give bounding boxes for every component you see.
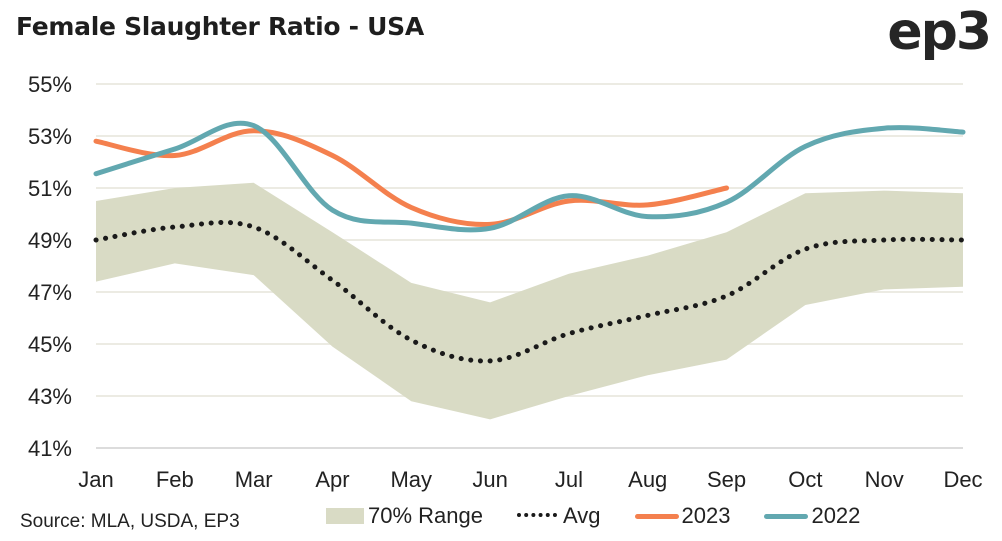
range-band: [96, 182, 963, 420]
x-tick-label: Feb: [156, 467, 194, 492]
chart-title: Female Slaughter Ratio - USA: [16, 12, 424, 41]
series-layer: [93, 120, 966, 364]
x-tick-label: Mar: [235, 467, 273, 492]
x-tick-label: Sep: [707, 467, 746, 492]
y-tick-label: 55%: [28, 72, 72, 97]
ep3-logo: ep3: [887, 2, 992, 62]
series-line-avg: [93, 219, 966, 364]
y-axis: 41% 43% 45% 47% 49% 51% 53% 55%: [28, 72, 72, 461]
x-tick-label: Apr: [315, 467, 349, 492]
legend-label: 2022: [811, 503, 861, 528]
range-band-layer: [96, 182, 963, 420]
legend-label: 2023: [681, 503, 731, 528]
legend: 70% Range Avg 2023 2022: [326, 503, 894, 529]
x-tick-label: Aug: [628, 467, 667, 492]
legend-item-2022[interactable]: 2022: [764, 503, 860, 529]
x-tick-label: Dec: [943, 467, 982, 492]
y-tick-label: 49%: [28, 228, 72, 253]
series-line-2023: [93, 128, 730, 228]
dotted-line-icon: [516, 513, 557, 517]
y-tick-label: 51%: [28, 176, 72, 201]
x-tick-label: Jan: [78, 467, 113, 492]
x-tick-label: Jun: [472, 467, 507, 492]
x-tick-label: Nov: [865, 467, 904, 492]
legend-label: 70% Range: [368, 503, 483, 528]
legend-item-2023[interactable]: 2023: [634, 503, 731, 529]
legend-item-avg[interactable]: Avg: [516, 503, 601, 529]
x-tick-label: Jul: [555, 467, 583, 492]
y-tick-label: 45%: [28, 332, 72, 357]
x-tick-label: Oct: [788, 467, 822, 492]
teal-line-icon: [764, 513, 809, 519]
range-swatch-icon: [326, 508, 364, 524]
x-axis: Jan Feb Mar Apr May Jun Jul Aug Sep Oct Nov Dec: [78, 467, 982, 492]
series-line-2022: [93, 120, 966, 233]
y-tick-label: 43%: [28, 384, 72, 409]
legend-label: Avg: [562, 503, 601, 528]
source-note: Source: MLA, USDA, EP3: [20, 511, 240, 532]
y-tick-label: 47%: [28, 280, 72, 305]
y-tick-label: 53%: [28, 124, 72, 149]
x-tick-label: May: [390, 467, 432, 492]
legend-item-range[interactable]: 70% Range: [326, 503, 483, 529]
orange-line-icon: [634, 513, 679, 519]
y-tick-label: 41%: [28, 436, 72, 461]
